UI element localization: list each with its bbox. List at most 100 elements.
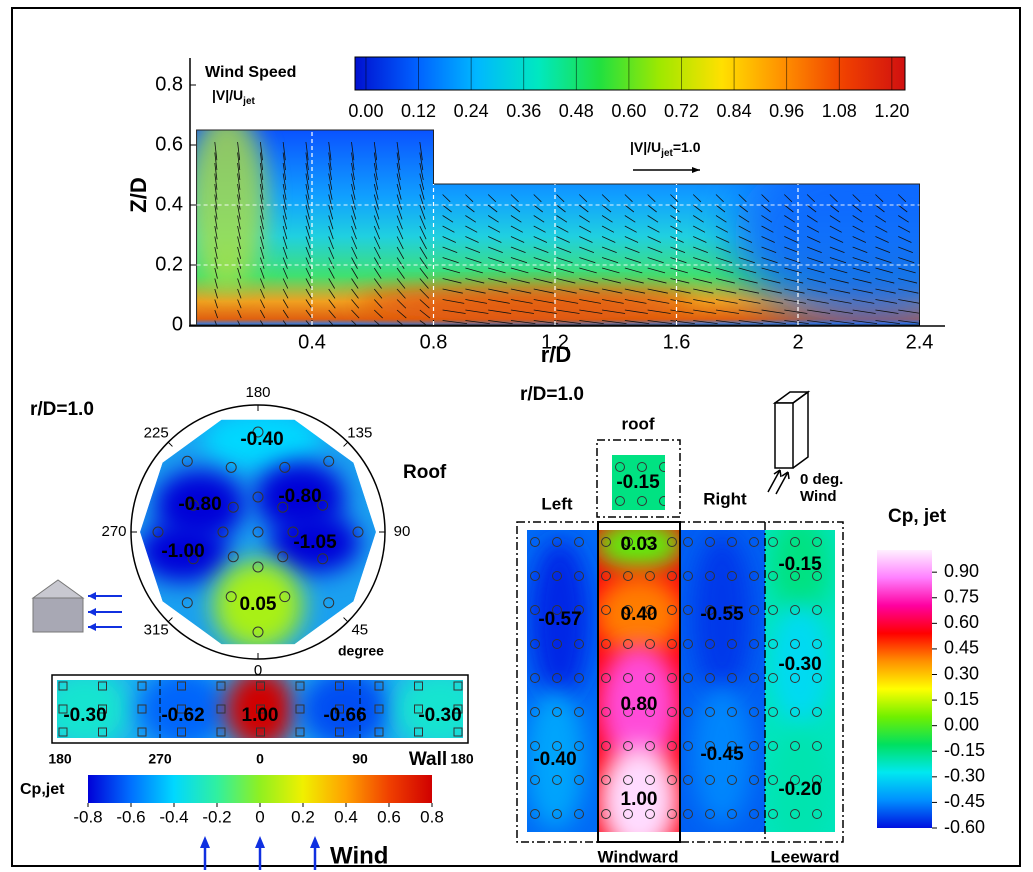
theta-tick-label: 0 [254,662,262,679]
value-label: -0.80 [278,486,321,507]
value-label: -0.80 [178,494,221,515]
wind-arrowhead [200,836,210,848]
value-label: -0.20 [778,779,821,800]
reference-arrowhead [692,167,700,173]
value-label: -0.45 [700,744,744,765]
colorbar-label-main: |V|/U [212,87,243,103]
theta-tick-label: 90 [394,523,411,540]
field [187,109,1014,328]
x-tick-label: 2.4 [906,331,934,353]
colorbar-label: |V|/Ujet [212,87,256,107]
face-label: Left [541,494,573,513]
value-label: -0.62 [161,705,204,726]
wind-arrowhead [255,836,265,848]
value-label: 0.40 [621,604,658,625]
face-label: roof [621,414,654,433]
x-tick-label: 270 [148,751,172,767]
theta-label: degree [338,643,384,659]
colorbar [88,775,432,803]
y-tick-label: 0.8 [155,73,183,95]
value-label: -0.30 [418,705,461,726]
colorbar-tick-label: 0.30 [944,663,979,683]
colorbar-tick-label: 0.72 [664,101,699,121]
wind-arrowhead [310,836,320,848]
colorbar-title: Wind Speed [205,64,296,81]
x-tick-label: 0 [256,751,264,767]
value-label: 1.00 [242,705,279,726]
colorbar-tick-label: 0.8 [420,807,444,826]
colorbar-tick-label: -0.2 [202,807,231,826]
vector [921,268,938,273]
vector [921,310,944,314]
value-label: 0.03 [621,534,658,555]
reference-label-main: |V|/U [630,139,661,155]
colorbar-title: Cp,jet [20,781,65,798]
colorbar-tick-label: 0.00 [944,714,979,734]
theta-tick-label: 180 [245,384,270,401]
figure: 0.40.81.21.622.400.20.40.60.8r/DZ/D0.000… [0,0,1033,872]
silo-icon [33,580,122,632]
vector [921,321,945,324]
x-tick-label: 1.6 [663,331,691,353]
colorbar-tick-label: -0.4 [159,807,188,826]
face-label: Right [703,489,747,508]
vector [921,237,934,243]
x-tick-label: 0.4 [298,331,326,353]
value-label: -0.40 [533,749,576,770]
vector [921,289,941,293]
reference-label-sub: jet [660,148,673,159]
vector [921,279,940,284]
value-label: -0.57 [538,609,581,630]
colorbar-tick-label: 0.12 [401,101,436,121]
colorbar-tick-label: 0.60 [944,612,979,632]
vector [921,195,929,202]
theta-tick-label: 315 [144,621,169,638]
theta-tick-label: 45 [351,621,368,638]
colorbar-tick-label: 1.20 [874,101,909,121]
face-label: Leeward [771,847,840,866]
colorbar-tick-label: 0.96 [769,101,804,121]
colorbar [877,550,932,828]
colorbar-tick-label: 0.2 [291,807,315,826]
vector [921,247,936,253]
x-tick-label: 2 [792,331,803,353]
colorbar-tick-label: -0.8 [73,807,102,826]
colorbar-tick-label: 0.36 [506,101,541,121]
colorbar-tick-label: 0.15 [944,689,979,709]
colorbar [355,57,905,90]
value-label: -0.15 [778,554,822,575]
panel-title: r/D=1.0 [520,384,584,405]
wind-label: 0 deg. [800,471,843,488]
y-tick-label: 0.4 [155,193,183,215]
colorbar-tick-label: 0.60 [611,101,646,121]
face-field [680,530,765,832]
face-label: Windward [597,847,678,866]
colorbar-tick-label: 0.84 [717,101,752,121]
colorbar-tick-label: -0.15 [944,740,985,760]
field-shade [187,109,267,289]
x-tick-label: 180 [450,751,474,767]
value-label: -0.30 [778,654,821,675]
value-label: 0.80 [621,694,658,715]
value-label: -0.40 [240,429,283,450]
colorbar-tick-label: 0 [255,807,264,826]
field-shade [734,145,1014,325]
colorbar-tick-label: -0.60 [944,817,985,837]
colorbar-tick-label: 0.4 [334,807,358,826]
colorbar-tick-label: 0.24 [454,101,489,121]
colorbar-tick-label: 0.45 [944,638,979,658]
value-label: 0.05 [240,594,277,615]
colorbar-tick-label: 0.00 [348,101,383,121]
colorbar-tick-label: -0.45 [944,791,985,811]
value-label: -0.15 [616,472,660,493]
value-label: 1.00 [621,789,658,810]
colorbar-tick-label: 1.08 [822,101,857,121]
theta-tick-label: 135 [347,425,372,442]
reference-label: |V|/Ujet=1.0 [630,139,701,159]
colorbar-tick-label: -0.6 [116,807,145,826]
x-tick-label: 0.8 [420,331,448,353]
colorbar-title: Cp, jet [888,506,947,527]
y-tick-label: 0.2 [155,253,183,275]
panel-title: r/D=1.0 [30,399,94,420]
y-axis-label: Z/D [126,177,151,212]
